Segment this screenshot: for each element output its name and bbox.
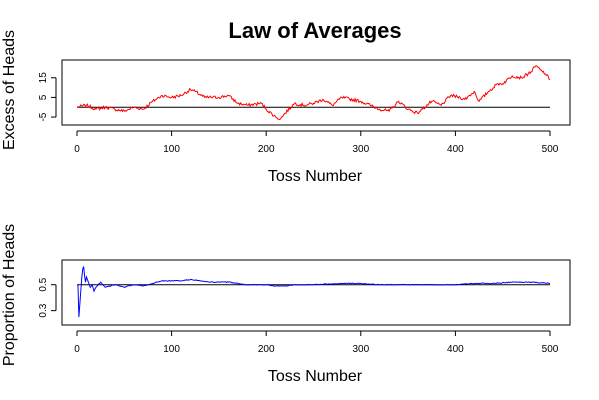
x-tick-label: 400: [447, 344, 464, 355]
x-tick-label: 300: [352, 344, 369, 355]
x-axis: 0 100 200 300 400 500: [74, 330, 559, 355]
x-tick-label: 200: [258, 344, 275, 355]
y-tick-label: 5: [38, 94, 49, 100]
series-group: [77, 266, 551, 318]
y-tick-label: 0.3: [38, 303, 49, 317]
y-tick-label: -5: [38, 112, 49, 121]
series-line: [77, 266, 551, 318]
x-tick-label: 400: [447, 144, 464, 155]
x-axis-label: Toss Number: [268, 368, 363, 385]
y-axis-label: Proportion of Heads: [1, 224, 18, 366]
x-tick-label: 500: [542, 144, 559, 155]
excess-of-heads-panel: 0 100 200 300 400 500 -5 5 15 Toss Number Exces…: [1, 30, 571, 185]
plot-frame: [61, 259, 571, 326]
y-axis: 0.3 0.5: [38, 277, 57, 318]
series-group: [76, 65, 551, 121]
y-axis: -5 5 15: [38, 72, 57, 122]
x-tick-label: 100: [163, 144, 180, 155]
series-line: [76, 65, 551, 121]
x-axis-label: Toss Number: [268, 168, 363, 185]
x-tick-label: 0: [74, 144, 80, 155]
x-tick-label: 200: [258, 144, 275, 155]
y-tick-label: 0.5: [38, 277, 49, 291]
plot-frame: [61, 59, 571, 126]
x-tick-label: 100: [163, 344, 180, 355]
y-axis-label: Excess of Heads: [1, 30, 18, 150]
y-tick-label: 15: [38, 72, 49, 84]
x-tick-label: 300: [352, 144, 369, 155]
proportion-of-heads-panel: 0 100 200 300 400 500 0.3 0.5 Toss Number Prop…: [1, 224, 571, 385]
chart-title: Law of Averages: [228, 18, 401, 43]
x-tick-label: 0: [74, 344, 80, 355]
x-tick-label: 500: [542, 344, 559, 355]
x-axis: 0 100 200 300 400 500: [74, 130, 559, 155]
